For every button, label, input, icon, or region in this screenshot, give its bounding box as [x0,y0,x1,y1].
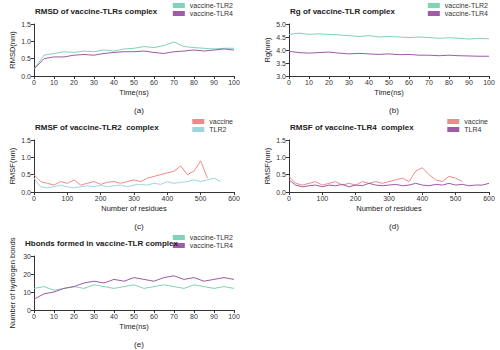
svg-text:0.5: 0.5 [276,171,286,178]
svg-text:30: 30 [23,253,31,260]
svg-text:vaccine-TLR2: vaccine-TLR2 [445,2,488,9]
svg-text:80: 80 [190,79,198,86]
svg-text:3.0: 3.0 [276,73,286,80]
svg-text:80: 80 [445,79,453,86]
svg-text:70: 70 [425,79,433,86]
svg-text:90: 90 [210,79,218,86]
svg-text:5.0: 5.0 [276,21,286,28]
svg-text:Time(ns): Time(ns) [119,322,149,331]
svg-text:0: 0 [32,195,36,202]
svg-text:300: 300 [383,195,395,202]
svg-text:vaccine-TLR2: vaccine-TLR2 [190,2,233,9]
svg-text:60: 60 [150,313,158,320]
svg-text:vaccine: vaccine [209,118,233,125]
svg-text:1.5: 1.5 [21,21,31,28]
svg-text:RMSD(nm): RMSD(nm) [8,31,17,69]
svg-text:20: 20 [23,271,31,278]
svg-text:Time(ns): Time(ns) [374,88,404,97]
svg-text:10: 10 [23,289,31,296]
svg-text:Time(ns): Time(ns) [119,88,149,97]
svg-text:200: 200 [350,195,362,202]
svg-text:vaccine: vaccine [464,118,488,125]
svg-text:40: 40 [110,313,118,320]
svg-text:0.0: 0.0 [21,189,31,196]
svg-text:500: 500 [195,195,207,202]
svg-text:90: 90 [465,79,473,86]
svg-text:Number of hydrogen bonds: Number of hydrogen bonds [8,237,17,328]
svg-text:RMSF(nm): RMSF(nm) [8,147,17,184]
svg-text:Number of residues: Number of residues [356,204,422,213]
svg-text:70: 70 [170,79,178,86]
svg-text:300: 300 [128,195,140,202]
svg-text:0.5: 0.5 [21,171,31,178]
svg-text:1.0: 1.0 [21,38,31,45]
svg-text:0.0: 0.0 [21,73,31,80]
svg-text:0.0: 0.0 [276,189,286,196]
svg-text:RMSF of vaccine-TLR2 complex: RMSF of vaccine-TLR2 complex [35,123,159,132]
svg-text:(e): (e) [134,340,144,349]
svg-text:Rg(nm): Rg(nm) [263,37,272,63]
svg-text:0: 0 [287,79,291,86]
svg-text:100: 100 [61,195,73,202]
svg-text:10: 10 [305,79,313,86]
svg-text:10: 10 [50,313,58,320]
svg-text:0: 0 [287,195,291,202]
svg-text:Rg of vaccine-TLR complex: Rg of vaccine-TLR complex [290,7,395,16]
svg-text:1.0: 1.0 [276,154,286,161]
svg-text:vaccine-TLR2: vaccine-TLR2 [190,234,233,241]
svg-text:TLR4: TLR4 [464,126,481,133]
svg-text:90: 90 [210,313,218,320]
svg-text:20: 20 [70,313,78,320]
svg-text:100: 100 [228,79,240,86]
svg-text:0: 0 [32,313,36,320]
svg-text:40: 40 [110,79,118,86]
svg-text:(a): (a) [134,106,144,115]
svg-text:RMSF of vaccine-TLR4 complex: RMSF of vaccine-TLR4 complex [290,123,414,132]
svg-text:200: 200 [95,195,107,202]
svg-text:Number of residues: Number of residues [101,204,167,213]
svg-text:50: 50 [130,79,138,86]
svg-text:0: 0 [32,79,36,86]
svg-text:50: 50 [130,313,138,320]
svg-text:600: 600 [483,195,495,202]
svg-text:400: 400 [161,195,173,202]
svg-text:30: 30 [345,79,353,86]
svg-text:80: 80 [190,313,198,320]
svg-text:20: 20 [325,79,333,86]
svg-text:TLR2: TLR2 [209,126,226,133]
svg-text:vaccine-TLR4: vaccine-TLR4 [190,10,233,17]
svg-text:vaccine-TLR4: vaccine-TLR4 [445,10,488,17]
svg-text:(c): (c) [134,222,144,231]
svg-text:60: 60 [150,79,158,86]
svg-text:10: 10 [50,79,58,86]
svg-text:vaccine-TLR4: vaccine-TLR4 [190,242,233,249]
svg-text:Hbonds formed in vaccine-TLR c: Hbonds formed in vaccine-TLR complex [25,239,178,248]
svg-text:30: 30 [90,313,98,320]
svg-text:100: 100 [228,313,240,320]
svg-text:1.5: 1.5 [21,137,31,144]
svg-text:0.5: 0.5 [21,55,31,62]
svg-text:3.5: 3.5 [276,60,286,67]
svg-text:0: 0 [27,307,31,314]
svg-text:100: 100 [316,195,328,202]
svg-text:400: 400 [416,195,428,202]
svg-text:50: 50 [385,79,393,86]
svg-text:4.5: 4.5 [276,34,286,41]
svg-text:RMSD of vaccine-TLRs complex: RMSD of vaccine-TLRs complex [35,7,158,16]
svg-text:(d): (d) [389,222,399,231]
svg-text:60: 60 [405,79,413,86]
svg-text:600: 600 [228,195,240,202]
svg-text:4.0: 4.0 [276,47,286,54]
svg-text:100: 100 [483,79,495,86]
svg-text:1.0: 1.0 [21,154,31,161]
svg-text:70: 70 [170,313,178,320]
svg-text:500: 500 [450,195,462,202]
svg-text:(b): (b) [389,106,399,115]
svg-text:20: 20 [70,79,78,86]
svg-text:RMSF(nm): RMSF(nm) [263,147,272,184]
svg-text:30: 30 [90,79,98,86]
svg-text:1.5: 1.5 [276,137,286,144]
svg-text:40: 40 [365,79,373,86]
